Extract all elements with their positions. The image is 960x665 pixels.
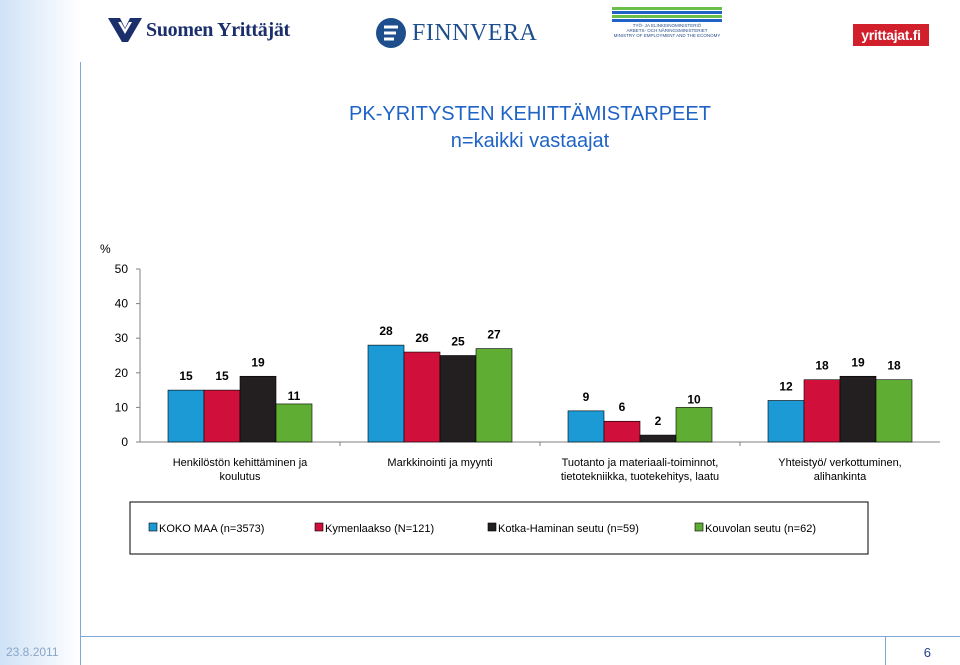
category-label: tietotekniikka, tuotekehitys, laatu: [561, 471, 719, 483]
bar: [567, 410, 605, 443]
category-label: alihankinta: [814, 471, 867, 483]
bar: [403, 351, 441, 443]
y-tick-label: 40: [115, 297, 129, 311]
legend-swatch: [314, 522, 324, 532]
bar: [367, 344, 405, 443]
category-label: Henkilöstön kehittäminen ja: [173, 457, 308, 469]
bar: [275, 403, 313, 443]
bar: [839, 375, 877, 443]
data-label: 18: [815, 359, 829, 373]
y-tick-label: 10: [115, 400, 129, 414]
y-tick-label: 50: [115, 262, 129, 276]
legend-swatch: [148, 522, 158, 532]
finnvera-mark-icon: [376, 18, 406, 48]
y-tick-label: 20: [115, 366, 129, 380]
page-number-box: 6: [885, 637, 960, 665]
data-label: 10: [687, 392, 701, 406]
data-label: 26: [415, 331, 429, 345]
y-axis-label: %: [100, 242, 111, 256]
page-title: PK-YRITYSTEN KEHITTÄMISTARPEET: [349, 103, 711, 125]
ministry-line-1: TYÖ- JA ELINKEINOMINISTERIÖ: [632, 23, 702, 28]
bar: [875, 379, 913, 443]
header-bar: [80, 0, 960, 62]
data-label: 28: [379, 324, 393, 338]
bar: [675, 407, 713, 443]
data-label: 18: [887, 359, 901, 373]
data-label: 25: [451, 335, 465, 349]
finnvera-text: FINNVERA: [412, 19, 538, 46]
data-label: 9: [583, 390, 590, 404]
data-label: 15: [215, 369, 229, 383]
category-label: Yhteistyö/ verkottuminen,: [778, 457, 902, 469]
suomen-yrittajat-text: Suomen Yrittäjät: [146, 18, 290, 41]
ministry-line-3: MINISTRY OF EMPLOYMENT AND THE ECONOMY: [613, 33, 721, 38]
bar: [239, 375, 277, 443]
legend-swatch: [487, 522, 497, 532]
y-tick-label: 0: [121, 435, 128, 449]
category-label: Markkinointi ja myynti: [387, 457, 492, 469]
bar: [439, 355, 477, 443]
suomen-yrittajat-logo: Suomen Yrittäjät: [108, 14, 290, 46]
legend-entry: KOKO MAA (n=3573): [159, 523, 264, 535]
bar: [167, 389, 205, 443]
suomen-yrittajat-mark-icon: [108, 18, 142, 42]
data-label: 11: [288, 389, 301, 403]
bar: [475, 348, 513, 443]
category-label: koulutus: [220, 471, 261, 483]
left-sidebar-band: [0, 0, 81, 665]
y-tick-label: 30: [115, 331, 129, 345]
data-label: 19: [251, 355, 265, 369]
category-label: Tuotanto ja materiaali-toiminnot,: [562, 457, 719, 469]
legend-entry: Kouvolan seutu (n=62): [705, 523, 816, 535]
legend-box: [129, 501, 869, 555]
bar: [803, 379, 841, 443]
data-label: 2: [655, 414, 662, 428]
ministry-line-2: ARBETS- OCH NÄRINGSMINISTERIET: [626, 28, 708, 33]
ministry-logo: TYÖ- JA ELINKEINOMINISTERIÖ ARBETS- OCH …: [612, 6, 722, 38]
bar: [603, 420, 641, 443]
yrittajat-fi-logo[interactable]: yrittajat.fi: [853, 24, 929, 46]
page-subtitle: n=kaikki vastaajat: [450, 130, 610, 152]
data-label: 6: [619, 400, 626, 414]
legend-entry: Kotka-Haminan seutu (n=59): [498, 523, 639, 535]
finnvera-logo: FINNVERA: [376, 18, 537, 48]
page-number: 6: [923, 645, 931, 660]
data-label: 15: [179, 369, 193, 383]
bar: [767, 400, 805, 443]
bar: [639, 434, 677, 443]
legend-swatch: [694, 522, 704, 532]
legend-entry: Kymenlaakso (N=121): [325, 523, 434, 535]
data-label: 27: [487, 328, 501, 342]
data-label: 12: [779, 379, 793, 393]
footer-date: 23.8.2011: [6, 645, 59, 659]
footer-divider: [80, 636, 960, 637]
data-label: 19: [851, 355, 865, 369]
bar: [203, 389, 241, 443]
